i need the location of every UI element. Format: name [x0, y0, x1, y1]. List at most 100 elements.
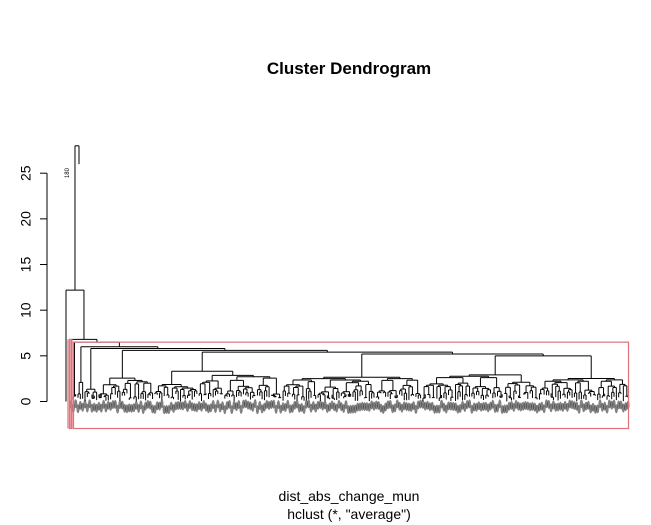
leaf-label-mark — [139, 400, 143, 410]
y-tick-label-5: 5 — [18, 352, 34, 360]
leaf-label-mark — [456, 404, 460, 414]
leaf-label-mark — [523, 401, 528, 411]
leaf-label-mark — [374, 400, 378, 410]
leaf-label-mark — [307, 399, 311, 409]
leaf-label-mark — [346, 405, 350, 415]
y-tick-label-15: 15 — [18, 257, 34, 273]
leaf-label-mark — [568, 399, 572, 409]
leaf-label-mark — [528, 402, 532, 412]
leaf-label-mark — [388, 399, 392, 409]
leaf-label-outlier: 180 — [65, 167, 71, 178]
x-axis-label: dist_abs_change_mun — [279, 488, 420, 504]
leaf-label-mark — [386, 400, 390, 410]
leaf-label-mark — [116, 404, 120, 414]
leaf-label-mark — [160, 399, 164, 409]
leaf-label-mark — [146, 399, 150, 409]
leaf-label-mark — [88, 399, 92, 409]
leaf-label-mark — [192, 402, 197, 412]
leaf-label-mark — [481, 401, 486, 411]
leaf-label-mark — [153, 404, 157, 414]
leaf-label-mark — [446, 401, 451, 411]
leaf-label-mark — [423, 401, 427, 411]
leaf-label-mark — [360, 401, 364, 411]
leaf-label-mark — [155, 401, 159, 411]
leaf-label-mark — [407, 402, 411, 412]
y-tick-label-10: 10 — [18, 302, 34, 318]
leaf-label-mark — [216, 399, 220, 409]
leaf-label-mark — [251, 402, 255, 412]
leaf-label-mark — [223, 405, 227, 415]
leaf-label-mark — [416, 400, 420, 410]
leaf-label-mark — [498, 399, 502, 409]
leaf-label-mark — [530, 401, 535, 411]
leaf-label-mark — [125, 404, 129, 414]
method-sublabel: hclust (*, "average") — [287, 506, 411, 522]
leaf-label-mark — [227, 399, 232, 409]
leaf-label-mark — [302, 404, 306, 414]
leaf-label-mark — [316, 400, 320, 410]
leaf-label-mark — [123, 403, 127, 413]
leaf-label-mark — [295, 399, 299, 409]
leaf-labels: 180 — [65, 167, 630, 415]
chart-title: Cluster Dendrogram — [267, 59, 431, 78]
leaf-label-mark — [605, 404, 609, 414]
leaf-label-mark — [437, 404, 441, 414]
leaf-label-mark — [493, 403, 497, 413]
leaf-label-mark — [467, 399, 472, 409]
leaf-label-mark — [129, 403, 134, 413]
leaf-label-mark — [404, 402, 409, 412]
leaf-label-mark — [363, 402, 367, 412]
leaf-label-mark — [281, 402, 285, 412]
leaf-label-mark — [335, 403, 339, 413]
leaf-label-mark — [176, 400, 180, 410]
y-tick-label-20: 20 — [18, 211, 34, 227]
leaf-label-mark — [491, 399, 495, 409]
leaf-label-mark — [102, 399, 106, 409]
leaf-label-mark — [274, 404, 278, 414]
leaf-label-mark — [85, 403, 89, 413]
leaf-label-mark — [351, 404, 355, 414]
leaf-label-mark — [435, 404, 439, 414]
leaf-label-mark — [614, 404, 618, 414]
leaf-label-mark — [428, 402, 432, 412]
leaf-label-mark — [402, 401, 406, 411]
leaf-label-mark — [479, 402, 483, 412]
leaf-label-mark — [356, 402, 360, 412]
leaf-label-mark — [239, 404, 243, 414]
leaf-label-mark — [572, 401, 576, 411]
leaf-label-mark — [255, 405, 260, 415]
y-tick-label-0: 0 — [18, 397, 34, 405]
leaf-label-mark — [342, 403, 346, 413]
leaf-label-mark — [190, 402, 194, 412]
leaf-label-mark — [596, 404, 600, 414]
leaf-label-mark — [83, 399, 87, 409]
leaf-label-mark — [230, 405, 234, 415]
leaf-label-mark — [162, 405, 166, 415]
leaf-label-mark — [542, 404, 546, 414]
leaf-label-mark — [556, 402, 560, 412]
leaf-label-mark — [570, 400, 574, 410]
dendrogram-tree — [65, 145, 629, 402]
leaf-label-mark — [148, 400, 152, 410]
leaf-label-mark — [344, 400, 348, 410]
leaf-label-mark — [150, 404, 155, 414]
leaf-label-mark — [213, 403, 218, 413]
leaf-label-mark — [272, 399, 276, 409]
leaf-label-mark — [544, 399, 549, 409]
leaf-label-mark — [178, 400, 183, 410]
leaf-label-mark — [276, 400, 281, 410]
leaf-label-mark — [111, 400, 115, 410]
leaf-label-mark — [617, 400, 621, 410]
leaf-label-mark — [241, 399, 246, 409]
leaf-label-mark — [211, 400, 215, 410]
leaf-label-mark — [579, 399, 583, 409]
leaf-label-mark — [237, 400, 241, 410]
leaf-label-mark — [516, 401, 521, 411]
leaf-label-mark — [449, 401, 453, 411]
y-tick-label-25: 25 — [18, 165, 34, 181]
leaf-label-mark — [577, 404, 581, 414]
leaf-label-mark — [519, 402, 523, 412]
leaf-label-mark — [414, 404, 418, 414]
leaf-label-mark — [393, 403, 397, 413]
